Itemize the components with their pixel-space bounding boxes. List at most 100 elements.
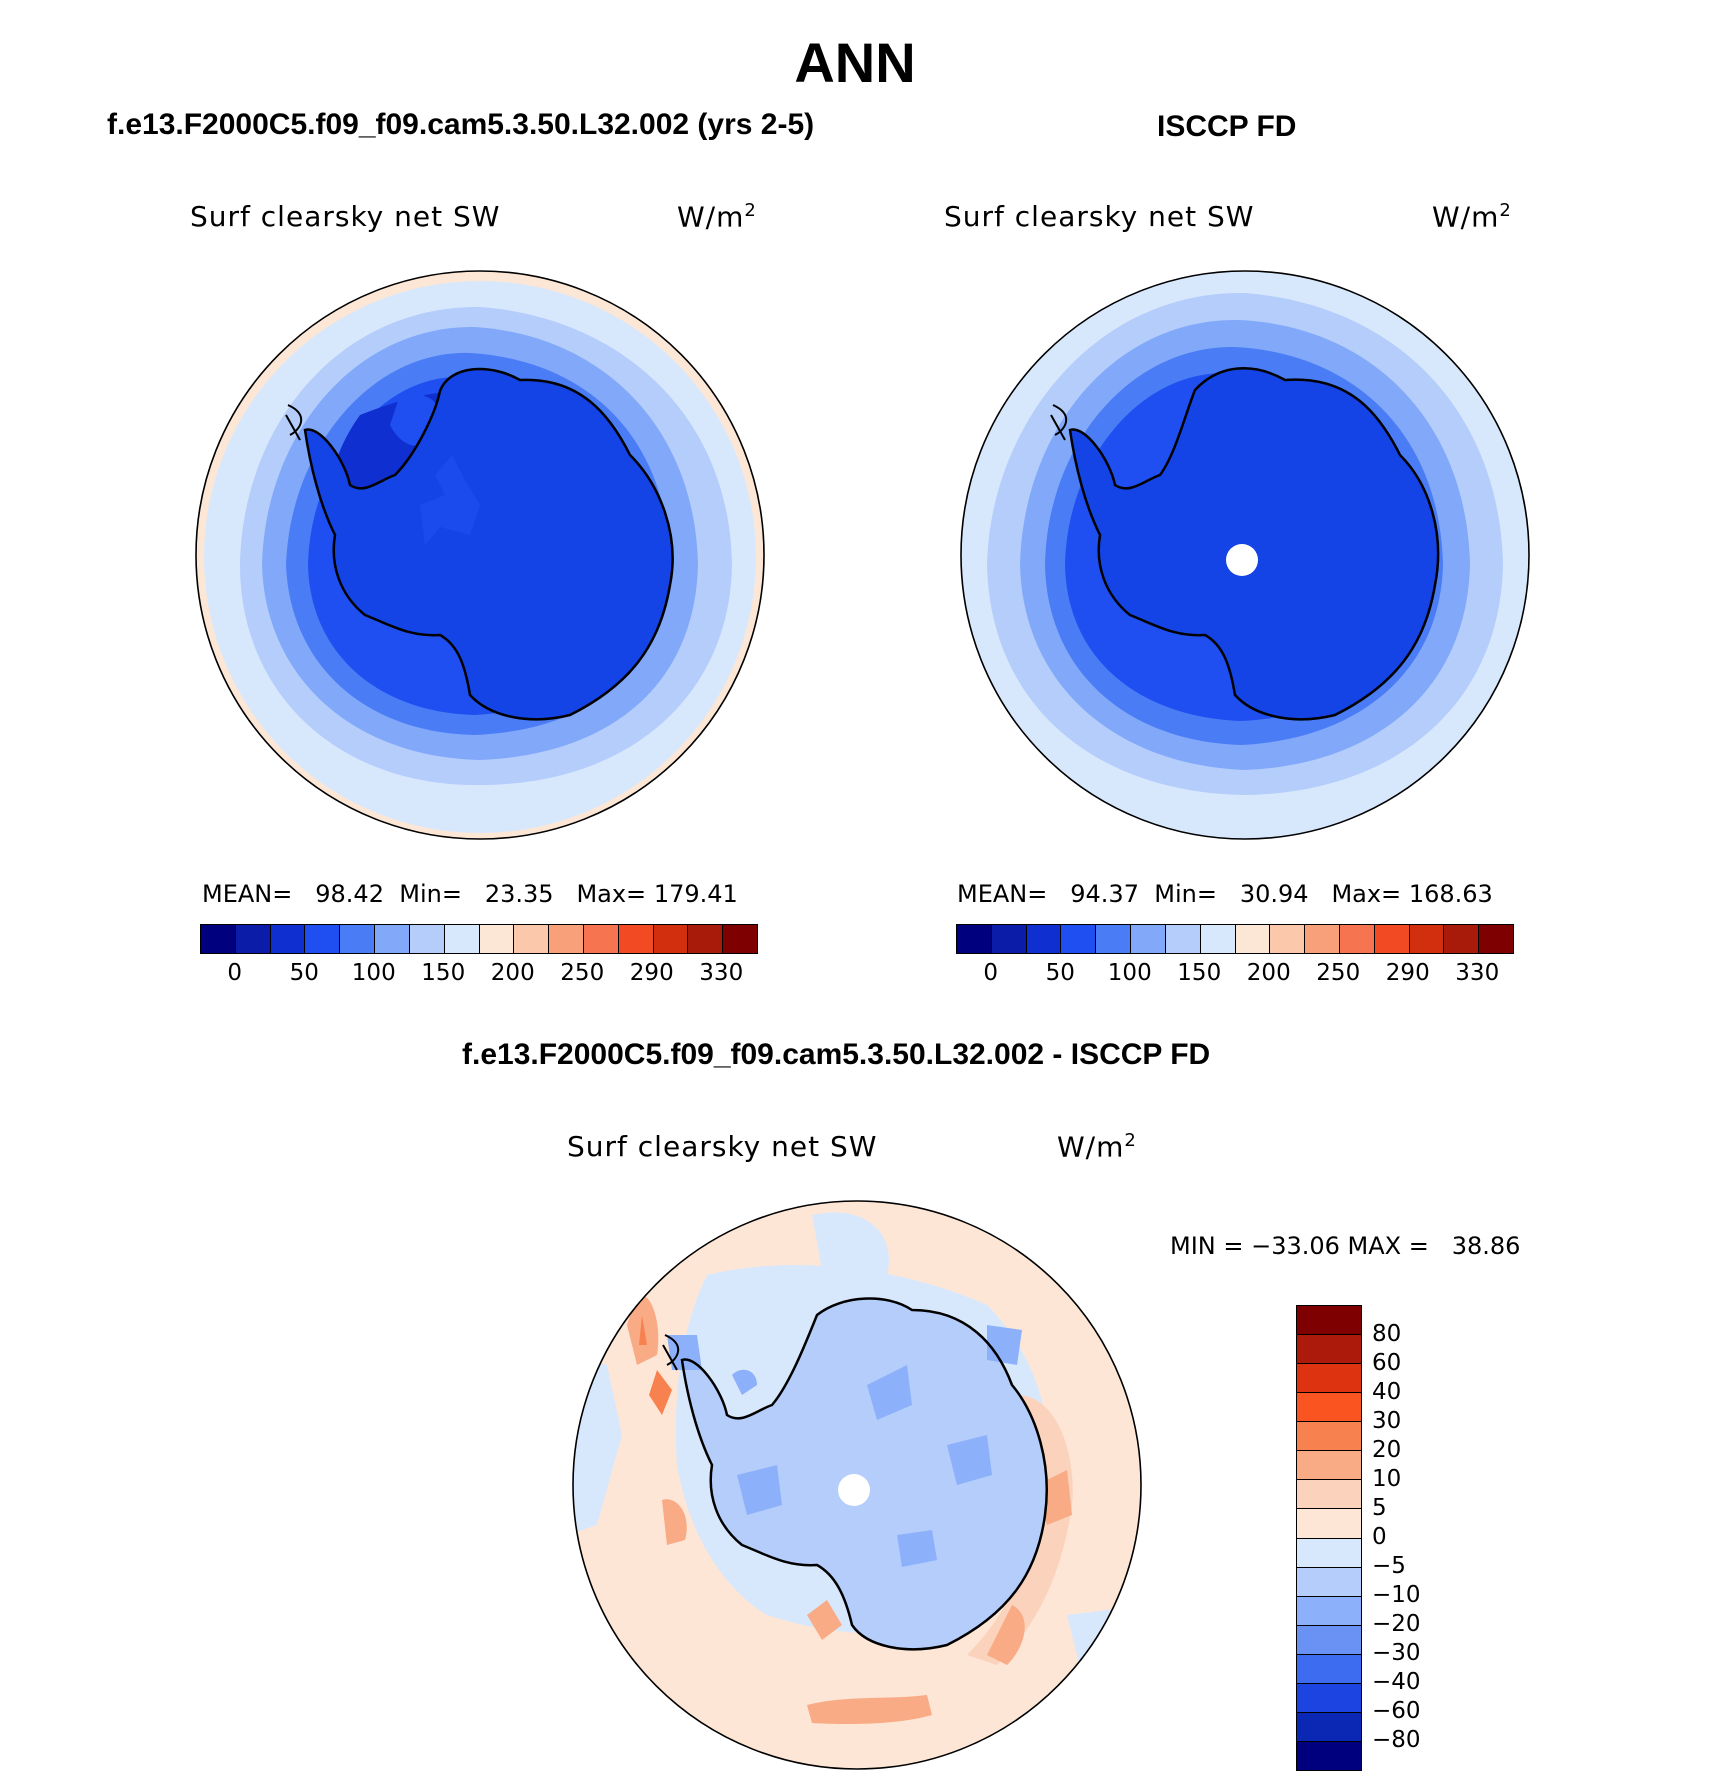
colorbar-tick-label: −10 bbox=[1372, 1582, 1421, 1608]
colorbar-tick-label: 100 bbox=[1107, 960, 1152, 986]
colorbar-tick-label: 150 bbox=[1177, 960, 1222, 986]
colorbar-swatch bbox=[1297, 1538, 1361, 1568]
colorbar-swatch bbox=[444, 925, 480, 953]
colorbar-swatch bbox=[1297, 1712, 1361, 1742]
panel-1-map bbox=[195, 270, 765, 840]
colorbar-tick-label: 0 bbox=[1372, 1524, 1387, 1550]
colorbar-swatch bbox=[723, 925, 757, 953]
max-label: Max= bbox=[576, 880, 647, 908]
colorbar-swatch bbox=[1479, 925, 1513, 953]
min-label: Min= bbox=[1154, 880, 1217, 908]
colorbar-tick-label: 5 bbox=[1372, 1495, 1387, 1521]
colorbar-swatch bbox=[1026, 925, 1062, 953]
colorbar-swatch bbox=[1297, 1364, 1361, 1394]
diff-colorbar bbox=[1296, 1305, 1362, 1771]
colorbar-swatch bbox=[653, 925, 689, 953]
colorbar-tick-label: 30 bbox=[1372, 1408, 1402, 1434]
colorbar-tick-label: −60 bbox=[1372, 1698, 1421, 1724]
colorbar-swatch bbox=[1297, 1480, 1361, 1510]
colorbar-swatch bbox=[305, 925, 341, 953]
panel-2-variable: Surf clearsky net SW bbox=[944, 200, 1255, 233]
panel-2-colorbar-labels: 0 50 100 150 200 250 290 330 bbox=[956, 960, 1512, 990]
colorbar-tick-label: 250 bbox=[560, 960, 605, 986]
min-label: Min= bbox=[399, 880, 462, 908]
panel-2-colorbar bbox=[956, 924, 1514, 954]
colorbar-swatch bbox=[1297, 1306, 1361, 1336]
colorbar-tick-label: 150 bbox=[421, 960, 466, 986]
panel-2-units: W/m2 bbox=[1432, 200, 1512, 234]
panel-1-variable: Surf clearsky net SW bbox=[190, 200, 501, 233]
colorbar-swatch bbox=[1297, 1741, 1361, 1770]
colorbar-tick-label: 250 bbox=[1316, 960, 1361, 986]
panel-2-header: ISCCP FD bbox=[1157, 110, 1297, 143]
colorbar-swatch bbox=[1297, 1683, 1361, 1713]
main-title: ANN bbox=[794, 31, 916, 94]
colorbar-swatch bbox=[1297, 1625, 1361, 1655]
colorbar-tick-label: 0 bbox=[227, 960, 243, 986]
colorbar-swatch bbox=[1131, 925, 1166, 953]
colorbar-swatch bbox=[1165, 925, 1201, 953]
colorbar-swatch bbox=[549, 925, 584, 953]
colorbar-tick-label: −40 bbox=[1372, 1669, 1421, 1695]
colorbar-tick-label: 200 bbox=[1246, 960, 1291, 986]
colorbar-tick-label: 20 bbox=[1372, 1437, 1402, 1463]
max-label: Max= bbox=[1331, 880, 1402, 908]
colorbar-swatch bbox=[1297, 1509, 1361, 1539]
colorbar-tick-label: 80 bbox=[1372, 1321, 1402, 1347]
mean-value: 98.42 bbox=[315, 880, 384, 908]
colorbar-swatch bbox=[1339, 925, 1375, 953]
colorbar-swatch bbox=[235, 925, 271, 953]
colorbar-swatch bbox=[957, 925, 992, 953]
colorbar-swatch bbox=[409, 925, 445, 953]
colorbar-swatch bbox=[618, 925, 654, 953]
colorbar-swatch bbox=[1061, 925, 1097, 953]
panel-2-map bbox=[960, 270, 1530, 840]
panel-1-stats: MEAN= 98.42 Min= 23.35 Max= 179.41 bbox=[202, 880, 738, 908]
diff-panel-variable: Surf clearsky net SW bbox=[567, 1130, 878, 1163]
colorbar-tick-label: 40 bbox=[1372, 1379, 1402, 1405]
diff-panel-map bbox=[572, 1200, 1142, 1770]
colorbar-swatch bbox=[1200, 925, 1236, 953]
colorbar-swatch bbox=[340, 925, 376, 953]
max-value: 179.41 bbox=[653, 880, 738, 908]
colorbar-tick-label: −30 bbox=[1372, 1640, 1421, 1666]
colorbar-swatch bbox=[1305, 925, 1340, 953]
colorbar-tick-label: 0 bbox=[983, 960, 999, 986]
colorbar-tick-label: 50 bbox=[1045, 960, 1075, 986]
colorbar-swatch bbox=[1270, 925, 1306, 953]
colorbar-swatch bbox=[991, 925, 1027, 953]
colorbar-swatch bbox=[1297, 1654, 1361, 1684]
colorbar-tick-label: −20 bbox=[1372, 1611, 1421, 1637]
panel-1-colorbar-labels: 0 50 100 150 200 250 290 330 bbox=[200, 960, 756, 990]
diff-panel-units: W/m2 bbox=[1057, 1130, 1137, 1164]
colorbar-swatch bbox=[514, 925, 550, 953]
mean-label: MEAN= bbox=[957, 880, 1048, 908]
colorbar-tick-label: 50 bbox=[289, 960, 319, 986]
min-value: 30.94 bbox=[1239, 880, 1309, 908]
panel-1-colorbar bbox=[200, 924, 758, 954]
colorbar-swatch bbox=[201, 925, 236, 953]
colorbar-swatch bbox=[1444, 925, 1480, 953]
colorbar-swatch bbox=[375, 925, 410, 953]
colorbar-tick-label: 330 bbox=[699, 960, 744, 986]
colorbar-swatch bbox=[1297, 1451, 1361, 1481]
colorbar-tick-label: −80 bbox=[1372, 1727, 1421, 1753]
colorbar-tick-label: 10 bbox=[1372, 1466, 1402, 1492]
colorbar-tick-label: −5 bbox=[1372, 1553, 1406, 1579]
colorbar-tick-label: 60 bbox=[1372, 1350, 1402, 1376]
colorbar-swatch bbox=[1235, 925, 1271, 953]
colorbar-swatch bbox=[1297, 1567, 1361, 1597]
max-value: 168.63 bbox=[1408, 880, 1493, 908]
colorbar-tick-label: 290 bbox=[629, 960, 674, 986]
colorbar-swatch bbox=[479, 925, 515, 953]
colorbar-swatch bbox=[270, 925, 306, 953]
colorbar-tick-label: 200 bbox=[490, 960, 535, 986]
colorbar-swatch bbox=[1096, 925, 1132, 953]
panel-1-units: W/m2 bbox=[677, 200, 757, 234]
colorbar-tick-label: 100 bbox=[351, 960, 396, 986]
colorbar-tick-label: 290 bbox=[1385, 960, 1430, 986]
colorbar-tick-label: 330 bbox=[1455, 960, 1500, 986]
colorbar-swatch bbox=[1409, 925, 1445, 953]
colorbar-swatch bbox=[1374, 925, 1410, 953]
colorbar-swatch bbox=[1297, 1393, 1361, 1423]
